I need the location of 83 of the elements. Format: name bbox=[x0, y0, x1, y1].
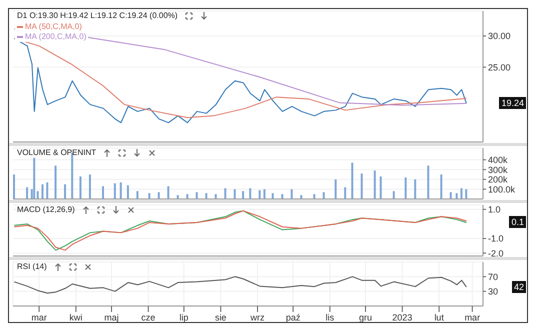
x-tick-label: kwi bbox=[69, 312, 82, 322]
bar bbox=[126, 185, 129, 199]
legend-label: MA (200,C,MA,0) bbox=[24, 32, 86, 42]
bar bbox=[414, 179, 416, 199]
bar bbox=[114, 183, 116, 199]
bar bbox=[196, 192, 198, 199]
bar bbox=[41, 184, 44, 199]
text: 19.24 bbox=[499, 97, 526, 110]
bar bbox=[290, 189, 293, 199]
bar bbox=[450, 192, 452, 199]
bar bbox=[33, 158, 36, 199]
x-tick-label: 2023 bbox=[392, 312, 412, 322]
x-tick-label: mar bbox=[31, 312, 47, 322]
bar bbox=[54, 166, 57, 199]
bar bbox=[281, 194, 284, 199]
y-tick-label: 1.0 bbox=[488, 204, 501, 215]
x-tick-label: mar bbox=[464, 312, 480, 322]
y-tick-label: 70 bbox=[488, 272, 498, 282]
bar bbox=[427, 166, 430, 199]
bar bbox=[26, 187, 28, 199]
bar bbox=[313, 194, 316, 199]
x-tick-label: lip bbox=[179, 312, 188, 322]
bar bbox=[380, 176, 382, 199]
bar bbox=[186, 194, 188, 199]
chart-title: D1 O:19.30 H:19.42 L:19.12 C:19.24 (0.00%) bbox=[17, 11, 179, 20]
legend-label: MA (50,C,MA,0) bbox=[24, 22, 83, 32]
chart-title: RSI (14) bbox=[17, 262, 48, 271]
y-tick-label: 100.0k bbox=[488, 184, 516, 194]
bar bbox=[79, 176, 82, 199]
bar bbox=[460, 188, 462, 199]
bar bbox=[88, 174, 91, 199]
bar bbox=[249, 188, 252, 199]
bar bbox=[456, 193, 458, 199]
bar bbox=[167, 186, 170, 199]
bar bbox=[392, 191, 395, 199]
bar bbox=[258, 190, 261, 199]
x-tick-label: paź bbox=[286, 312, 301, 322]
bar bbox=[13, 174, 15, 199]
x-tick-label: lut bbox=[434, 312, 444, 322]
y-tick-label: -2.0 bbox=[488, 248, 504, 258]
bar bbox=[374, 170, 376, 199]
x-tick-label: gru bbox=[358, 312, 372, 322]
bar bbox=[465, 189, 468, 199]
text: 42 bbox=[512, 280, 526, 293]
bar bbox=[322, 192, 325, 199]
x-tick-label: cze bbox=[141, 312, 156, 322]
bar bbox=[334, 179, 337, 199]
text: 0.1 bbox=[509, 216, 526, 228]
bar bbox=[263, 189, 266, 199]
y-tick-label: 200k bbox=[488, 174, 508, 185]
y-tick-label: 30 bbox=[488, 286, 498, 297]
bar bbox=[136, 191, 138, 199]
bar bbox=[272, 193, 274, 199]
bar bbox=[351, 162, 354, 199]
y-tick-label: 300k bbox=[488, 164, 508, 175]
y-tick-label: -1.0 bbox=[488, 234, 504, 244]
x-tick-label: wrz bbox=[249, 312, 265, 322]
bar bbox=[205, 193, 208, 199]
bar bbox=[214, 194, 217, 199]
x-tick-label: sie bbox=[214, 312, 226, 322]
chart-title: VOLUME & OPENINT bbox=[17, 148, 98, 157]
bar bbox=[300, 195, 302, 199]
bar bbox=[404, 177, 407, 199]
bar bbox=[224, 188, 226, 199]
bar bbox=[440, 174, 442, 199]
chart-title: MACD (12,26,9) bbox=[17, 205, 76, 214]
x-tick-label: maj bbox=[104, 312, 119, 322]
y-tick-label: 30.00 bbox=[488, 31, 511, 42]
bar bbox=[176, 195, 179, 199]
line-series bbox=[14, 276, 467, 294]
bar bbox=[148, 193, 150, 199]
bar bbox=[46, 182, 48, 199]
bar bbox=[234, 189, 236, 199]
bar bbox=[344, 187, 346, 199]
y-tick-label: 400k bbox=[488, 154, 508, 165]
bar bbox=[102, 186, 104, 199]
bar bbox=[120, 182, 122, 199]
bar bbox=[158, 192, 160, 199]
bar bbox=[242, 191, 244, 199]
bar bbox=[360, 174, 363, 199]
bar bbox=[64, 184, 66, 199]
x-tick-label: lis bbox=[326, 312, 335, 322]
y-tick-label: 25.00 bbox=[488, 62, 511, 72]
